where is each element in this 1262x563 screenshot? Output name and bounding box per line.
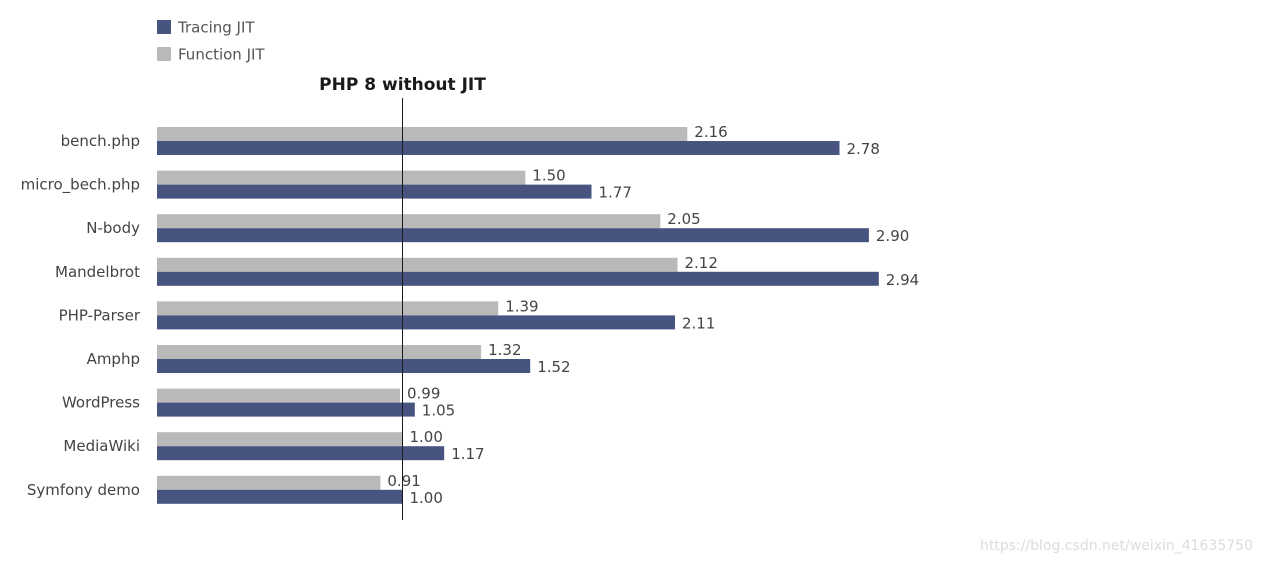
bar-tracing-jit	[157, 141, 840, 155]
bar-tracing-jit	[157, 271, 879, 286]
bar-function-jit	[157, 127, 688, 141]
bar-function-jit	[157, 388, 400, 403]
bar-function-jit	[157, 301, 499, 316]
category-label: Amphp	[87, 350, 140, 368]
legend: Tracing JIT Function JIT	[157, 19, 265, 64]
value-label-tracing-jit: 2.94	[886, 271, 919, 289]
legend-label-function-jit: Function JIT	[178, 46, 265, 64]
legend-label-tracing-jit: Tracing JIT	[177, 19, 255, 37]
category-label: PHP-Parser	[59, 306, 141, 324]
value-label-tracing-jit: 2.11	[682, 314, 715, 332]
value-label-tracing-jit: 1.05	[422, 402, 455, 420]
bar-function-jit	[157, 475, 381, 490]
value-label-function-jit: 1.39	[505, 297, 538, 315]
bar-function-jit	[157, 432, 403, 447]
category-label: micro_bech.php	[21, 176, 140, 195]
category-label: WordPress	[62, 394, 140, 412]
bar-tracing-jit	[157, 228, 869, 243]
value-label-tracing-jit: 1.00	[410, 489, 443, 507]
bar-tracing-jit	[157, 402, 415, 417]
bar-function-jit	[157, 214, 661, 229]
value-label-function-jit: 2.12	[685, 254, 718, 272]
value-label-tracing-jit: 2.78	[847, 140, 880, 158]
category-label: Mandelbrot	[55, 263, 140, 281]
value-label-function-jit: 1.32	[488, 341, 521, 359]
value-label-tracing-jit: 1.17	[451, 445, 484, 463]
bar-tracing-jit	[157, 359, 531, 373]
bars	[157, 127, 879, 504]
category-label: Symfony demo	[27, 481, 140, 499]
category-label: bench.php	[61, 132, 140, 150]
category-label: N-body	[86, 219, 140, 237]
category-labels: bench.php micro_bech.php N-body Mandelbrot P…	[21, 132, 141, 499]
bar-tracing-jit	[157, 446, 445, 461]
bar-function-jit	[157, 345, 482, 359]
value-label-tracing-jit: 1.52	[537, 358, 570, 376]
value-label-function-jit: 0.91	[387, 472, 420, 490]
bar-function-jit	[157, 170, 526, 185]
baseline-label: PHP 8 without JIT	[319, 75, 486, 95]
bar-tracing-jit	[157, 184, 592, 199]
value-label-function-jit: 2.05	[667, 210, 700, 228]
bar-tracing-jit	[157, 489, 403, 504]
value-labels: 2.16 2.78 1.50 1.77 2.05 2.90 2.12 2.94 1.39 2.11…	[387, 123, 919, 507]
watermark: https://blog.csdn.net/weixin_41635750	[979, 538, 1253, 554]
legend-swatch-function-jit	[157, 47, 171, 61]
value-label-function-jit: 1.50	[532, 167, 565, 185]
category-label: MediaWiki	[63, 437, 140, 455]
legend-swatch-tracing-jit	[157, 20, 171, 34]
value-label-function-jit: 2.16	[694, 123, 727, 141]
value-label-tracing-jit: 2.90	[876, 227, 909, 245]
bar-tracing-jit	[157, 315, 675, 330]
value-label-function-jit: 0.99	[407, 385, 440, 403]
value-label-tracing-jit: 1.77	[599, 184, 632, 202]
value-label-function-jit: 1.00	[410, 428, 443, 446]
bar-function-jit	[157, 257, 678, 272]
